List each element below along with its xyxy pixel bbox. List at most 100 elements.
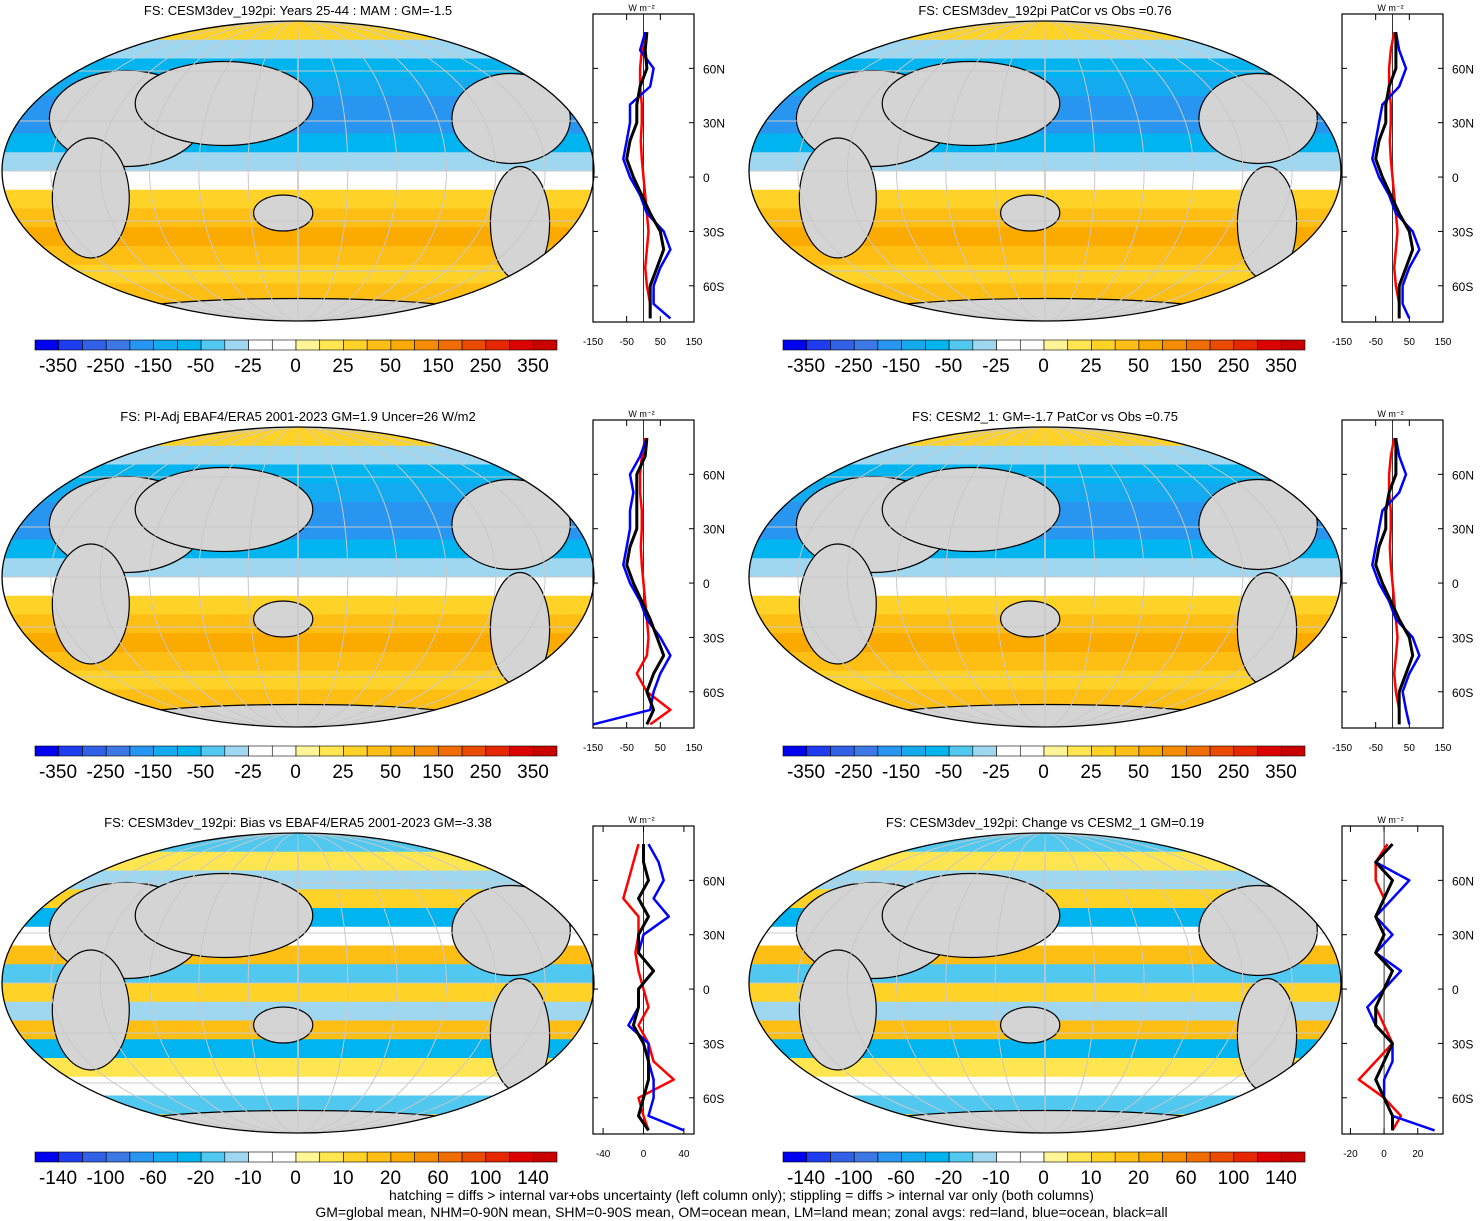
colorbar-tick-label: -350 — [39, 356, 77, 377]
ocean-band — [749, 670, 1341, 691]
colorbar-tick-label: -250 — [86, 356, 124, 377]
land-mass — [451, 72, 571, 165]
land-mass — [866, 297, 1224, 321]
ocean-band — [749, 427, 1341, 447]
colorbar-swatch — [806, 339, 831, 351]
zonal-mean-panel: W m⁻² -150 -50 50 150 60N 30N 0 30S 60S — [583, 409, 725, 754]
land-mass — [253, 600, 314, 638]
map-outline — [1, 20, 595, 322]
colorbar-tick-label: -350 — [787, 356, 825, 377]
panel-title: FS: CESM3dev_192pi PatCor vs Obs =0.76 — [918, 3, 1171, 18]
colorbar-swatch — [105, 745, 131, 757]
colorbar-swatch — [1209, 339, 1235, 351]
colorbar-swatch — [925, 1151, 950, 1163]
colorbar-swatch — [343, 339, 368, 351]
gridline-lon — [1044, 21, 1046, 321]
land-mass — [253, 194, 314, 232]
colorbar-tick-label: 250 — [1218, 356, 1250, 377]
land-mass — [489, 571, 551, 688]
colorbar-swatch — [1114, 1151, 1140, 1163]
colorbar-swatch — [806, 745, 831, 757]
zonal-series-ocean — [1366, 843, 1436, 1132]
map-outline — [748, 20, 1342, 322]
land-mass — [999, 600, 1061, 638]
map-panel-2: FS: CESM3dev_192pi PatCor vs Obs =0.76 -3… — [748, 3, 1474, 377]
ocean-band — [749, 652, 1341, 672]
colorbar-swatch — [271, 745, 297, 757]
land-mass — [1198, 884, 1318, 977]
colorbar-swatch — [390, 339, 415, 351]
colorbar-tick-label: -150 — [134, 762, 172, 783]
colorbar-swatch — [366, 1151, 392, 1163]
land-mass — [134, 60, 314, 147]
zonal-unit-label: W m⁻² — [1377, 409, 1403, 419]
zonal-mean-panel: W m⁻² -150 -50 50 150 60N 30N 0 30S 60S — [1332, 3, 1474, 348]
x-tick-label: -50 — [619, 337, 634, 348]
ocean-band — [2, 851, 594, 872]
colorbar-tick-label: 20 — [380, 1168, 401, 1189]
zonal-unit-label: W m⁻² — [1377, 815, 1403, 825]
colorbar-tick-label: 0 — [290, 1168, 301, 1189]
colorbar-swatch — [485, 1151, 510, 1163]
colorbar-swatch — [390, 745, 415, 757]
colorbar-tick-label: 60 — [427, 1168, 448, 1189]
y-tick-label: 30N — [703, 523, 725, 537]
colorbar-swatch — [485, 339, 510, 351]
colorbar-tick-label: 50 — [380, 762, 401, 783]
colorbar: -350 -250 -150 -50 -25 0 25 50 150 250 350 — [34, 745, 558, 783]
colorbar-swatch — [1186, 1151, 1211, 1163]
colorbar-swatch — [948, 745, 974, 757]
colorbar-swatch — [996, 745, 1021, 757]
ocean-band — [749, 445, 1341, 466]
colorbar-tick-label: -150 — [134, 356, 172, 377]
gridline-lon — [198, 833, 398, 1133]
gridline-lon — [846, 427, 1244, 727]
x-tick-label: 50 — [1404, 743, 1416, 754]
colorbar-swatch — [271, 339, 297, 351]
colorbar-swatch — [1162, 1151, 1187, 1163]
gridline-lon — [99, 21, 497, 321]
colorbar-tick-label: 250 — [470, 762, 502, 783]
colorbar-swatch — [853, 339, 879, 351]
colorbar-tick-label: 150 — [1170, 356, 1202, 377]
land-mass — [1236, 165, 1298, 282]
zonal-mean-panel: W m⁻² -40 0 40 60N 30N 0 30S 60S — [592, 815, 725, 1160]
y-tick-label: 30S — [1452, 631, 1473, 645]
ocean-band — [2, 283, 594, 304]
colorbar-tick-label: 350 — [1265, 762, 1297, 783]
y-tick-label: 0 — [703, 171, 710, 185]
colorbar-swatch — [877, 339, 902, 351]
gridline-lon — [1044, 833, 1046, 1133]
y-tick-label: 30N — [1452, 117, 1474, 131]
colorbar-swatch — [414, 339, 439, 351]
gridline-lon — [99, 427, 497, 727]
colorbar-swatch — [1233, 339, 1258, 351]
colorbar-swatch — [224, 1151, 249, 1163]
x-tick-label: -150 — [583, 337, 603, 348]
land-mass — [119, 703, 477, 727]
land-mass — [451, 884, 571, 977]
land-mass — [134, 466, 314, 553]
x-tick-label: 0 — [641, 1149, 647, 1160]
gridline-lon — [896, 21, 1194, 321]
colorbar-swatch — [901, 745, 926, 757]
colorbar-tick-label: 150 — [422, 356, 454, 377]
colorbar-tick-label: 10 — [1080, 1168, 1101, 1189]
zonal-series-all — [625, 437, 666, 726]
colorbar-swatch — [1257, 339, 1282, 351]
colorbar-tick-label: 250 — [470, 356, 502, 377]
gridline-lon — [198, 21, 398, 321]
colorbar-swatch — [248, 339, 273, 351]
colorbar-tick-label: 10 — [332, 1168, 353, 1189]
land-mass — [134, 872, 314, 959]
colorbar-swatch — [153, 339, 178, 351]
colorbar-swatch — [1019, 1151, 1045, 1163]
x-tick-label: -50 — [1368, 743, 1383, 754]
y-tick-label: 30S — [703, 225, 724, 239]
colorbar-swatch — [224, 745, 249, 757]
colorbar-swatch — [319, 745, 344, 757]
land-mass — [1236, 571, 1298, 688]
colorbar-tick-label: -150 — [882, 762, 920, 783]
y-tick-label: 60N — [1452, 874, 1474, 888]
map-outline — [748, 426, 1342, 728]
